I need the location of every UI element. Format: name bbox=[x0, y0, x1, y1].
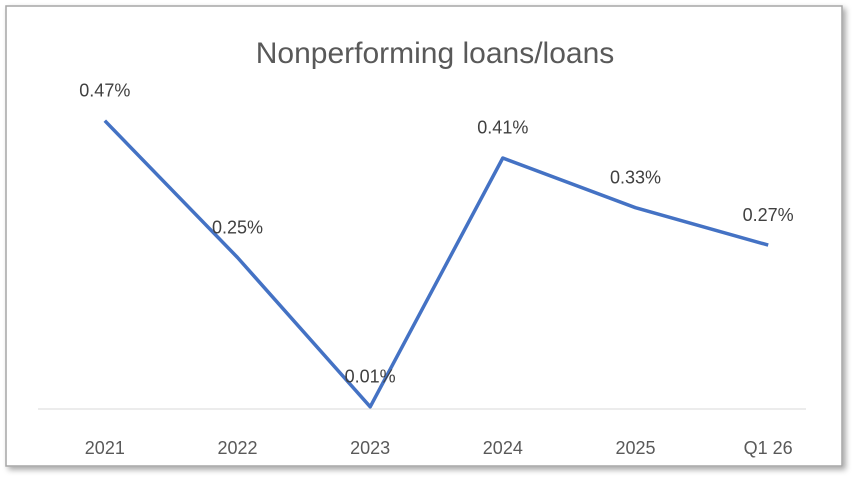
x-tick-label: 2021 bbox=[85, 438, 125, 458]
data-label: 0.25% bbox=[212, 217, 263, 237]
x-tick-label: 2023 bbox=[350, 438, 390, 458]
data-label: 0.27% bbox=[743, 205, 794, 225]
chart-title: Nonperforming loans/loans bbox=[256, 37, 615, 70]
x-tick-label: Q1 26 bbox=[744, 438, 793, 458]
x-tick-label: 2022 bbox=[217, 438, 257, 458]
x-tick-label: 2024 bbox=[483, 438, 523, 458]
data-label: 0.41% bbox=[477, 118, 528, 138]
data-label: 0.47% bbox=[79, 80, 130, 100]
data-line bbox=[103, 119, 769, 409]
data-label: 0.01% bbox=[345, 367, 396, 387]
x-tick-label: 2025 bbox=[615, 438, 655, 458]
chart-frame bbox=[5, 5, 843, 467]
data-label: 0.33% bbox=[610, 167, 661, 187]
